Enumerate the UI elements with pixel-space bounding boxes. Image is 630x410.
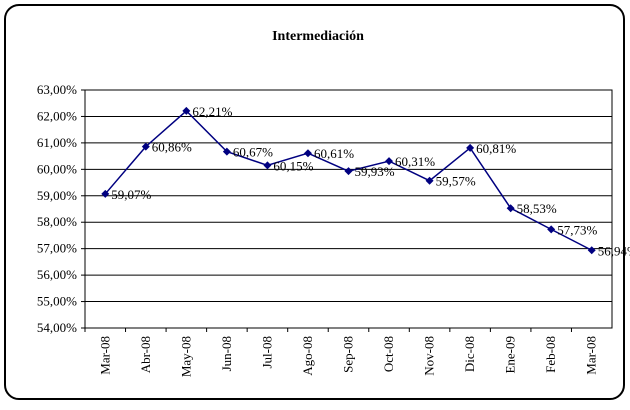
chart-frame [4,4,625,400]
y-tick-label: 57,00% [37,241,77,256]
y-tick-label: 54,00% [37,320,77,335]
data-label: 58,53% [517,201,557,216]
data-point [506,204,515,213]
data-point [182,106,191,115]
data-label: 60,86% [152,140,192,155]
x-tick-label: Dic-08 [462,336,477,372]
y-tick-label: 55,00% [37,294,77,309]
data-label: 60,67% [233,145,273,160]
y-tick-label: 59,00% [37,188,77,203]
y-tick-label: 56,00% [37,267,77,282]
x-tick-label: Mar-08 [584,336,599,375]
y-tick-label: 63,00% [37,82,77,97]
x-tick-label: Sep-08 [341,336,356,373]
data-label: 59,07% [111,187,151,202]
x-tick-label: Oct-08 [381,336,396,372]
y-tick-label: 62,00% [37,108,77,123]
data-point [303,149,312,158]
data-point [263,161,272,170]
data-label: 60,81% [476,141,516,156]
y-tick-label: 58,00% [37,214,77,229]
data-point [547,225,556,234]
y-tick-label: 60,00% [37,161,77,176]
data-point [425,176,434,185]
data-label: 57,73% [557,222,597,237]
data-label: 56,94% [598,243,630,258]
data-point [587,246,596,255]
data-point [222,147,231,156]
data-label: 62,21% [192,104,232,119]
x-tick-label: Feb-08 [543,336,558,373]
x-tick-label: Ene-09 [503,336,518,374]
y-tick-label: 61,00% [37,135,77,150]
data-label: 60,15% [273,158,313,173]
x-tick-label: Jul-08 [259,336,274,369]
data-point [344,167,353,176]
data-label: 60,61% [314,146,354,161]
x-tick-label: Ago-08 [300,336,315,376]
data-label: 59,93% [355,164,395,179]
data-point [385,157,394,166]
data-point [101,189,110,198]
data-label: 60,31% [395,154,435,169]
x-tick-label: Abr-08 [138,336,153,373]
x-tick-label: Nov-08 [422,336,437,376]
data-point [466,143,475,152]
x-tick-label: Mar-08 [97,336,112,375]
x-tick-label: May-08 [178,336,193,377]
chart-title: Intermediación [272,29,364,44]
data-label: 59,57% [436,174,476,189]
x-tick-label: Jun-08 [219,336,234,371]
data-point [141,142,150,151]
